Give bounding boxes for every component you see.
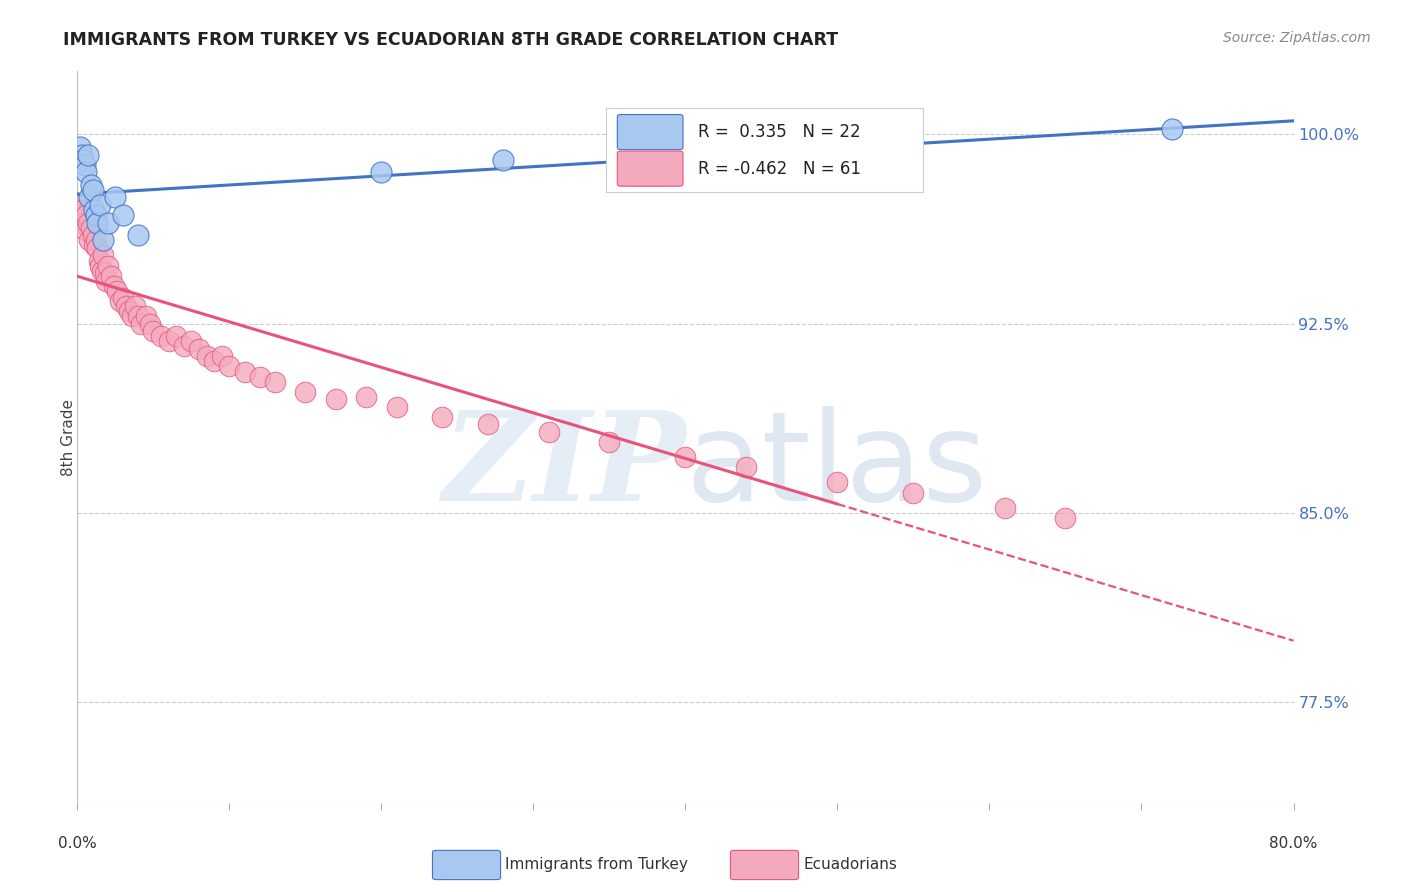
Text: 80.0%: 80.0% bbox=[1270, 836, 1317, 851]
Point bbox=[127, 228, 149, 243]
Point bbox=[129, 317, 152, 331]
Point bbox=[157, 334, 180, 349]
Point bbox=[294, 384, 316, 399]
Point bbox=[118, 304, 141, 318]
FancyBboxPatch shape bbox=[433, 850, 501, 880]
Point bbox=[82, 183, 104, 197]
Point bbox=[97, 259, 120, 273]
Point bbox=[370, 165, 392, 179]
Point bbox=[165, 329, 187, 343]
Text: atlas: atlas bbox=[686, 406, 987, 527]
Point bbox=[537, 425, 560, 439]
Point bbox=[115, 299, 138, 313]
Text: Ecuadorians: Ecuadorians bbox=[803, 857, 897, 872]
Point bbox=[100, 268, 122, 283]
Point bbox=[73, 158, 96, 172]
Text: R =  0.335   N = 22: R = 0.335 N = 22 bbox=[697, 123, 860, 141]
Point bbox=[127, 309, 149, 323]
Point bbox=[135, 309, 157, 323]
Point bbox=[111, 208, 134, 222]
Point bbox=[108, 293, 131, 308]
Text: ZIP: ZIP bbox=[441, 406, 686, 527]
Point bbox=[87, 253, 110, 268]
Point bbox=[69, 140, 91, 154]
Point bbox=[84, 208, 107, 222]
Point bbox=[77, 147, 100, 161]
Point bbox=[218, 359, 240, 374]
Point bbox=[70, 147, 93, 161]
Point bbox=[994, 500, 1017, 515]
Point bbox=[903, 485, 925, 500]
Point bbox=[675, 450, 697, 465]
Point bbox=[104, 190, 127, 204]
Text: R = -0.462   N = 61: R = -0.462 N = 61 bbox=[697, 160, 860, 178]
Point bbox=[149, 329, 172, 343]
FancyBboxPatch shape bbox=[617, 151, 683, 186]
Point bbox=[477, 417, 499, 432]
Point bbox=[73, 223, 96, 237]
Point bbox=[77, 216, 100, 230]
FancyBboxPatch shape bbox=[731, 850, 799, 880]
Point bbox=[142, 324, 165, 338]
Y-axis label: 8th Grade: 8th Grade bbox=[62, 399, 76, 475]
Point bbox=[644, 147, 666, 161]
Point bbox=[86, 216, 108, 230]
Point bbox=[249, 369, 271, 384]
Point bbox=[86, 241, 108, 255]
Point bbox=[492, 153, 515, 167]
Point bbox=[70, 203, 93, 218]
Point bbox=[233, 364, 256, 378]
Point bbox=[69, 208, 91, 222]
Point bbox=[82, 228, 104, 243]
Point bbox=[83, 203, 105, 218]
Point bbox=[97, 216, 120, 230]
Text: Immigrants from Turkey: Immigrants from Turkey bbox=[505, 857, 689, 872]
Point bbox=[91, 248, 114, 262]
Point bbox=[72, 216, 94, 230]
Point bbox=[124, 299, 146, 313]
Point bbox=[354, 390, 377, 404]
Point bbox=[264, 375, 287, 389]
Point bbox=[180, 334, 202, 349]
Point bbox=[96, 274, 118, 288]
Point bbox=[84, 233, 107, 247]
Point bbox=[103, 278, 125, 293]
Point bbox=[188, 342, 211, 356]
Text: IMMIGRANTS FROM TURKEY VS ECUADORIAN 8TH GRADE CORRELATION CHART: IMMIGRANTS FROM TURKEY VS ECUADORIAN 8TH… bbox=[63, 31, 838, 49]
Point bbox=[385, 400, 408, 414]
Point bbox=[105, 284, 128, 298]
Point bbox=[1161, 122, 1184, 136]
Point bbox=[211, 350, 233, 364]
Point bbox=[91, 233, 114, 247]
Point bbox=[72, 153, 94, 167]
Point bbox=[325, 392, 347, 407]
Point bbox=[430, 409, 453, 424]
Point bbox=[75, 165, 97, 179]
Point bbox=[1054, 510, 1077, 524]
Point bbox=[735, 460, 758, 475]
Point bbox=[121, 309, 143, 323]
Point bbox=[89, 259, 111, 273]
Point bbox=[90, 263, 112, 277]
Point bbox=[202, 354, 225, 368]
Point bbox=[195, 350, 218, 364]
Point bbox=[75, 208, 97, 222]
Point bbox=[598, 435, 620, 450]
Point bbox=[89, 198, 111, 212]
Point bbox=[69, 198, 91, 212]
Point bbox=[111, 291, 134, 305]
Point bbox=[79, 190, 101, 204]
Point bbox=[80, 178, 103, 192]
Text: 0.0%: 0.0% bbox=[58, 836, 97, 851]
Point bbox=[173, 339, 195, 353]
Point bbox=[139, 317, 162, 331]
Point bbox=[827, 475, 849, 490]
Point bbox=[93, 266, 115, 280]
Point bbox=[83, 238, 105, 252]
FancyBboxPatch shape bbox=[617, 114, 683, 150]
FancyBboxPatch shape bbox=[606, 108, 922, 192]
Text: Source: ZipAtlas.com: Source: ZipAtlas.com bbox=[1223, 31, 1371, 45]
Point bbox=[80, 220, 103, 235]
Point bbox=[79, 233, 101, 247]
